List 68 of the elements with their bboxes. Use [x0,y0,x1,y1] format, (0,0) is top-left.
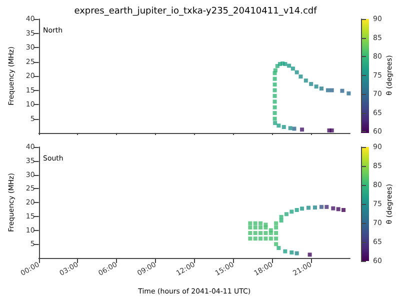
point [290,250,294,254]
point [342,208,346,212]
point [248,236,252,241]
point [274,231,278,236]
point [274,225,278,230]
point [294,70,299,74]
point [248,231,252,236]
point [304,78,308,83]
point [258,221,263,226]
point [258,231,263,236]
point [273,68,278,72]
point [248,225,252,230]
point [298,74,303,79]
point [319,204,324,209]
point [300,128,304,132]
point [346,91,351,96]
point [312,205,317,210]
point [324,204,329,209]
point [308,252,312,257]
point [336,207,340,212]
point [258,236,263,241]
point [279,214,284,219]
point [274,236,278,241]
point [253,221,258,226]
point [284,212,288,216]
point [264,222,268,227]
point [274,221,278,226]
point [294,251,299,256]
point [319,86,324,91]
chart-title: expres_earth_jupiter_io_txka-y235_20410411_v14.cdf [74,6,318,16]
point [272,94,277,98]
point [272,88,277,92]
point [287,64,292,68]
point [282,125,286,130]
point [340,88,344,93]
point [272,82,277,87]
point [253,236,258,241]
point [290,210,294,214]
point [276,246,281,250]
point [292,126,296,131]
point [268,236,273,241]
point [272,100,277,104]
point [331,206,336,210]
point [274,242,278,246]
point [264,236,268,241]
point [306,206,311,210]
point [330,128,334,132]
point [264,231,268,236]
point [272,76,277,81]
point [326,88,330,92]
point [276,124,281,128]
point [314,84,318,89]
point [268,228,273,232]
point [283,249,288,254]
point [294,208,299,212]
point [290,66,295,71]
point [272,116,277,121]
point [283,62,288,66]
point [253,225,258,230]
point [253,231,258,236]
point [272,105,277,110]
point [309,82,314,86]
point [300,206,304,211]
point [258,225,263,230]
point [272,111,277,116]
point [248,221,252,226]
point [273,121,278,126]
point [330,88,334,92]
